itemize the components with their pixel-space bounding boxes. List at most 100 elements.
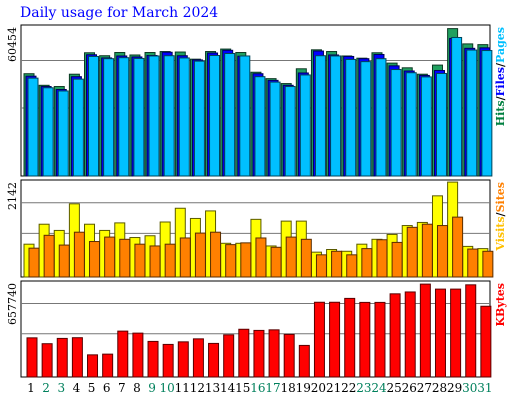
bar-sites (149, 245, 161, 278)
bar-kbytes (208, 342, 220, 378)
bar-kbytes (283, 333, 295, 378)
bar-kbytes (374, 301, 386, 378)
chart-title: Daily usage for March 2024 (20, 5, 219, 21)
bar-kbytes (162, 343, 174, 378)
bar-sites (482, 250, 494, 278)
bar-sites (194, 232, 206, 278)
bar-sites (134, 243, 146, 278)
bar-kbytes (71, 337, 83, 378)
legend-separator: / (494, 62, 507, 67)
bar-sites (225, 244, 237, 278)
panel-legend: Visits/Sites (494, 182, 507, 252)
bar-pages (466, 49, 478, 177)
x-tick-label: 13 (205, 381, 220, 395)
legend-sites: Sites (494, 182, 507, 212)
x-tick-label: 25 (386, 381, 401, 395)
x-tick-label: 19 (296, 381, 311, 395)
bar-sites (285, 236, 297, 278)
bar-sites (210, 231, 222, 278)
x-tick-label: 7 (118, 381, 126, 395)
bar-pages (314, 55, 326, 177)
bar-pages (435, 72, 447, 177)
bar-sites (391, 241, 403, 278)
bar-sites (164, 243, 176, 278)
bar-kbytes (117, 330, 129, 378)
ymax-label: 60454 (6, 27, 19, 62)
bar-kbytes (344, 297, 356, 378)
bar-pages (299, 74, 311, 177)
bar-pages (103, 58, 115, 177)
bar-pages (330, 55, 342, 177)
x-tick-label: 3 (57, 381, 65, 395)
x-tick-label: 16 (250, 381, 265, 395)
x-tick-label: 5 (88, 381, 96, 395)
bar-kbytes (56, 337, 68, 378)
bar-kbytes (419, 283, 431, 378)
bar-kbytes (102, 353, 114, 378)
bar-pages (72, 78, 84, 177)
bar-pages (284, 86, 296, 177)
x-tick-label: 8 (133, 381, 141, 395)
legend-separator: / (494, 95, 507, 100)
bar-pages (481, 50, 493, 177)
bar-kbytes (26, 337, 38, 378)
bar-kbytes (238, 328, 250, 378)
ymax-label: 657740 (6, 283, 19, 325)
bar-pages (451, 36, 463, 177)
bar-kbytes (404, 291, 416, 378)
ymax-label: 2142 (6, 182, 19, 210)
bar-sites (406, 226, 418, 278)
bar-kbytes (389, 293, 401, 378)
bar-sites (346, 254, 358, 278)
bar-kbytes (298, 344, 310, 378)
bar-sites (270, 246, 282, 278)
x-tick-label: 10 (160, 381, 175, 395)
bar-sites (58, 244, 70, 278)
bar-pages (254, 76, 266, 177)
x-tick-label: 14 (220, 381, 236, 395)
x-tick-label: 1 (27, 381, 35, 395)
x-tick-label: 27 (417, 381, 432, 395)
x-tick-label: 6 (103, 381, 111, 395)
legend-files: Files (494, 67, 507, 96)
bar-pages (163, 55, 175, 177)
bar-pages (390, 69, 402, 177)
bar-pages (360, 61, 372, 177)
x-tick-label: 23 (356, 381, 371, 395)
bar-pages (375, 58, 387, 177)
legend-kbytes: KBytes (494, 283, 507, 327)
x-tick-label: 2 (42, 381, 50, 395)
bar-kbytes (132, 332, 144, 378)
bar-sites (361, 248, 373, 278)
bar-sites (119, 238, 131, 278)
bar-pages (57, 90, 69, 177)
bar-kbytes (359, 301, 371, 378)
bar-sites (104, 236, 116, 278)
bar-pages (239, 55, 251, 177)
x-tick-label: 9 (148, 381, 156, 395)
bar-kbytes (147, 340, 159, 378)
bar-kbytes (41, 343, 53, 378)
x-tick-label: 30 (462, 381, 477, 395)
x-tick-label: 4 (73, 381, 81, 395)
x-tick-label: 17 (265, 381, 280, 395)
bar-pages (178, 57, 190, 177)
x-tick-label: 15 (235, 381, 250, 395)
bar-sites (315, 254, 327, 278)
bar-sites (89, 241, 101, 278)
bar-sites (43, 234, 55, 278)
bar-kbytes (465, 284, 477, 378)
x-tick-label: 24 (371, 381, 387, 395)
bar-sites (467, 248, 479, 278)
bar-kbytes (177, 341, 189, 378)
bar-kbytes (434, 288, 446, 378)
bar-pages (88, 55, 100, 177)
legend-separator: / (494, 211, 507, 216)
x-tick-label: 12 (190, 381, 205, 395)
bar-pages (405, 72, 417, 177)
bar-pages (224, 53, 236, 177)
bar-kbytes (313, 301, 325, 378)
bar-kbytes (87, 354, 99, 378)
bar-pages (118, 57, 130, 177)
x-tick-label: 22 (341, 381, 356, 395)
